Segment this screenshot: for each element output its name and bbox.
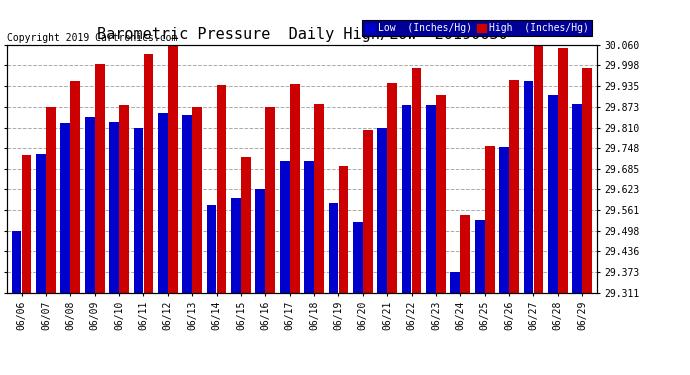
Bar [241, 158, 250, 292]
Bar [119, 105, 129, 292]
Bar [533, 44, 543, 292]
Bar [558, 48, 568, 292]
Text: Copyright 2019 Cartronics.com: Copyright 2019 Cartronics.com [7, 33, 177, 42]
Bar [377, 128, 387, 292]
Bar [402, 105, 411, 292]
Bar [426, 105, 436, 292]
Bar [207, 205, 217, 292]
Bar [266, 107, 275, 292]
Bar [353, 222, 363, 292]
Bar [85, 117, 95, 292]
Bar [475, 220, 484, 292]
Bar [231, 198, 241, 292]
Bar [328, 202, 338, 292]
Bar [182, 116, 192, 292]
Bar [387, 83, 397, 292]
Bar [255, 189, 265, 292]
Bar [485, 146, 495, 292]
Bar [363, 130, 373, 292]
Bar [193, 107, 202, 292]
Bar [412, 68, 422, 292]
Bar [290, 84, 299, 292]
Bar [61, 123, 70, 292]
Bar [500, 147, 509, 292]
Bar [509, 80, 519, 292]
Bar [12, 231, 21, 292]
Bar [548, 95, 558, 292]
Bar [158, 113, 168, 292]
Bar [339, 166, 348, 292]
Bar [460, 215, 470, 292]
Legend: Low  (Inches/Hg), High  (Inches/Hg): Low (Inches/Hg), High (Inches/Hg) [362, 20, 592, 36]
Bar [451, 272, 460, 292]
Bar [280, 160, 290, 292]
Bar [572, 104, 582, 292]
Bar [582, 68, 592, 292]
Bar [217, 85, 226, 292]
Bar [70, 81, 80, 292]
Bar [436, 95, 446, 292]
Bar [21, 155, 32, 292]
Bar [109, 122, 119, 292]
Bar [524, 81, 533, 292]
Bar [36, 154, 46, 292]
Bar [314, 105, 324, 292]
Bar [95, 64, 104, 292]
Bar [46, 107, 56, 292]
Bar [134, 128, 144, 292]
Title: Barometric Pressure  Daily High/Low  20190630: Barometric Pressure Daily High/Low 20190… [97, 27, 507, 42]
Bar [304, 160, 314, 292]
Bar [144, 54, 153, 292]
Bar [168, 45, 177, 292]
